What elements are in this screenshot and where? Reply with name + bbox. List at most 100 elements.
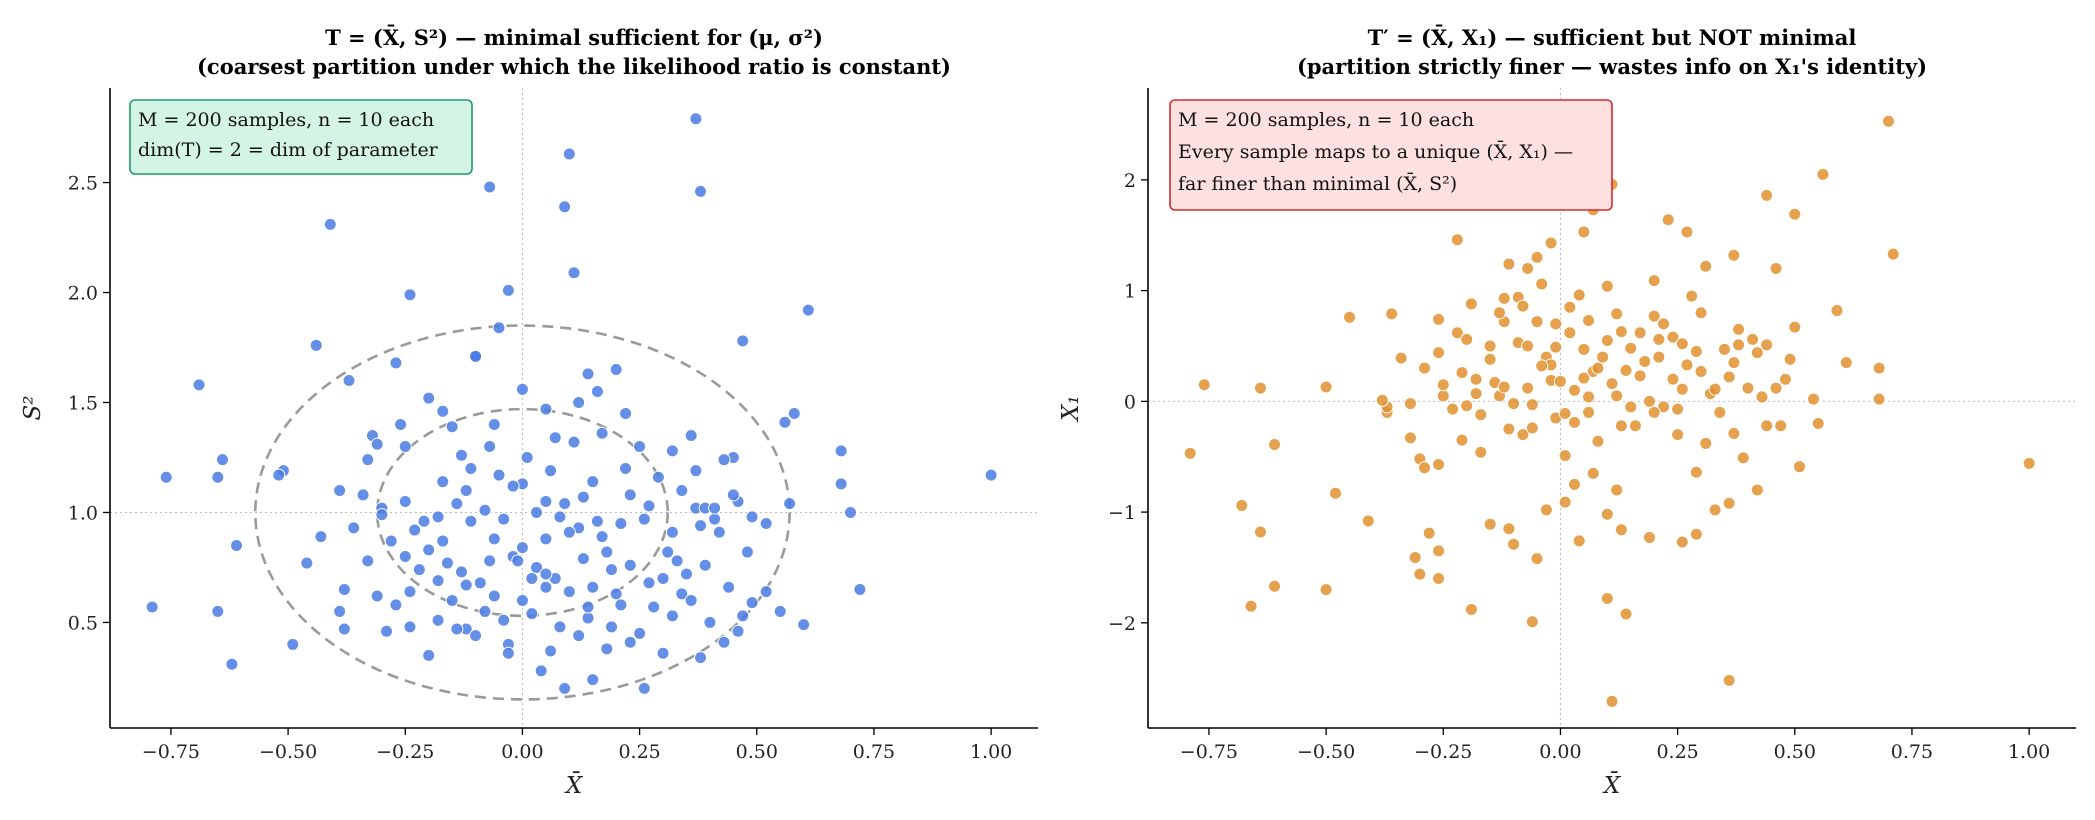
- data-point: [422, 543, 436, 557]
- data-point: [431, 613, 445, 627]
- data-point: [694, 519, 708, 533]
- data-point: [272, 468, 286, 482]
- data-point: [506, 479, 520, 493]
- y-tick-label: 2.5: [68, 173, 98, 195]
- data-point: [450, 497, 464, 511]
- data-point: [745, 510, 759, 524]
- data-point: [722, 580, 736, 594]
- data-point: [436, 475, 450, 489]
- data-point: [408, 523, 422, 537]
- data-point: [1507, 397, 1521, 411]
- data-point: [586, 673, 600, 687]
- data-point: [333, 483, 347, 497]
- data-point: [1732, 322, 1746, 336]
- data-point: [642, 499, 656, 513]
- annotation-text-line: Every sample maps to a unique (X̄, X₁) —: [1178, 140, 1573, 163]
- annotation-text-line: dim(T) = 2 = dim of parameter: [138, 139, 439, 161]
- data-point: [558, 681, 572, 695]
- data-point: [492, 468, 506, 482]
- data-point: [1197, 378, 1211, 392]
- data-point: [1568, 383, 1582, 397]
- data-point: [459, 483, 473, 497]
- data-point: [1675, 337, 1689, 351]
- data-point: [1657, 317, 1671, 331]
- data-point: [459, 578, 473, 592]
- data-point: [1535, 277, 1549, 291]
- data-point: [1591, 361, 1605, 375]
- data-point: [1432, 346, 1446, 360]
- data-point: [1558, 495, 1572, 509]
- data-point: [1455, 366, 1469, 380]
- data-point: [623, 488, 637, 502]
- x-tick-label: 0.75: [1891, 741, 1933, 763]
- data-point: [1530, 250, 1544, 264]
- data-point: [1689, 465, 1703, 479]
- data-point: [1558, 449, 1572, 463]
- data-point: [637, 681, 651, 695]
- data-point: [619, 461, 633, 475]
- data-point: [455, 448, 469, 462]
- data-point: [403, 585, 417, 599]
- data-point: [576, 552, 590, 566]
- data-point: [539, 532, 553, 546]
- data-point: [604, 620, 618, 634]
- data-point: [1624, 400, 1638, 414]
- data-point: [590, 514, 604, 528]
- data-point: [412, 563, 426, 577]
- data-point: [361, 554, 375, 568]
- data-point: [1671, 402, 1685, 416]
- data-point: [740, 545, 754, 559]
- data-point: [483, 439, 497, 453]
- data-point: [1183, 446, 1197, 460]
- data-point: [1235, 498, 1249, 512]
- data-point: [1502, 257, 1516, 271]
- data-point: [656, 646, 670, 660]
- right-panel-sufficient-not-minimal: T′ = (X̄, X₁) — sufficient but NOT minim…: [1058, 25, 2076, 799]
- data-point: [1375, 393, 1389, 407]
- data-point: [544, 644, 558, 658]
- x-tick-label: −0.25: [1414, 741, 1472, 763]
- data-point: [436, 404, 450, 418]
- data-point: [286, 637, 300, 651]
- data-point: [1760, 188, 1774, 202]
- data-point: [1253, 381, 1267, 395]
- data-point: [380, 624, 394, 638]
- data-point: [581, 611, 595, 625]
- data-point: [1577, 371, 1591, 385]
- data-point: [375, 508, 389, 522]
- data-point: [736, 334, 750, 348]
- data-point: [347, 521, 361, 535]
- data-point: [984, 468, 998, 482]
- data-point: [1614, 419, 1628, 433]
- data-point: [398, 439, 412, 453]
- data-point: [834, 477, 848, 491]
- y-tick-label: 0: [1124, 391, 1136, 413]
- data-point: [1652, 332, 1666, 346]
- data-point: [708, 512, 722, 526]
- data-point: [1361, 514, 1375, 528]
- data-point: [230, 538, 244, 552]
- data-point: [1600, 507, 1614, 521]
- data-point: [370, 437, 384, 451]
- data-point: [689, 464, 703, 478]
- data-point: [633, 626, 647, 640]
- data-point: [497, 613, 511, 627]
- data-point: [717, 453, 731, 467]
- data-point: [1413, 567, 1427, 581]
- x-tick-label: 0.50: [1774, 741, 1816, 763]
- data-point: [1633, 326, 1647, 340]
- data-point: [679, 567, 693, 581]
- data-point: [1586, 466, 1600, 480]
- data-point: [469, 629, 483, 643]
- data-point: [1502, 522, 1516, 536]
- data-point: [1717, 342, 1731, 356]
- data-point: [1530, 552, 1544, 566]
- data-point: [1394, 351, 1408, 365]
- data-point: [1497, 291, 1511, 305]
- data-point: [567, 266, 581, 280]
- data-point: [398, 549, 412, 563]
- data-point: [1699, 436, 1713, 450]
- data-point: [1418, 461, 1432, 475]
- data-point: [600, 642, 614, 656]
